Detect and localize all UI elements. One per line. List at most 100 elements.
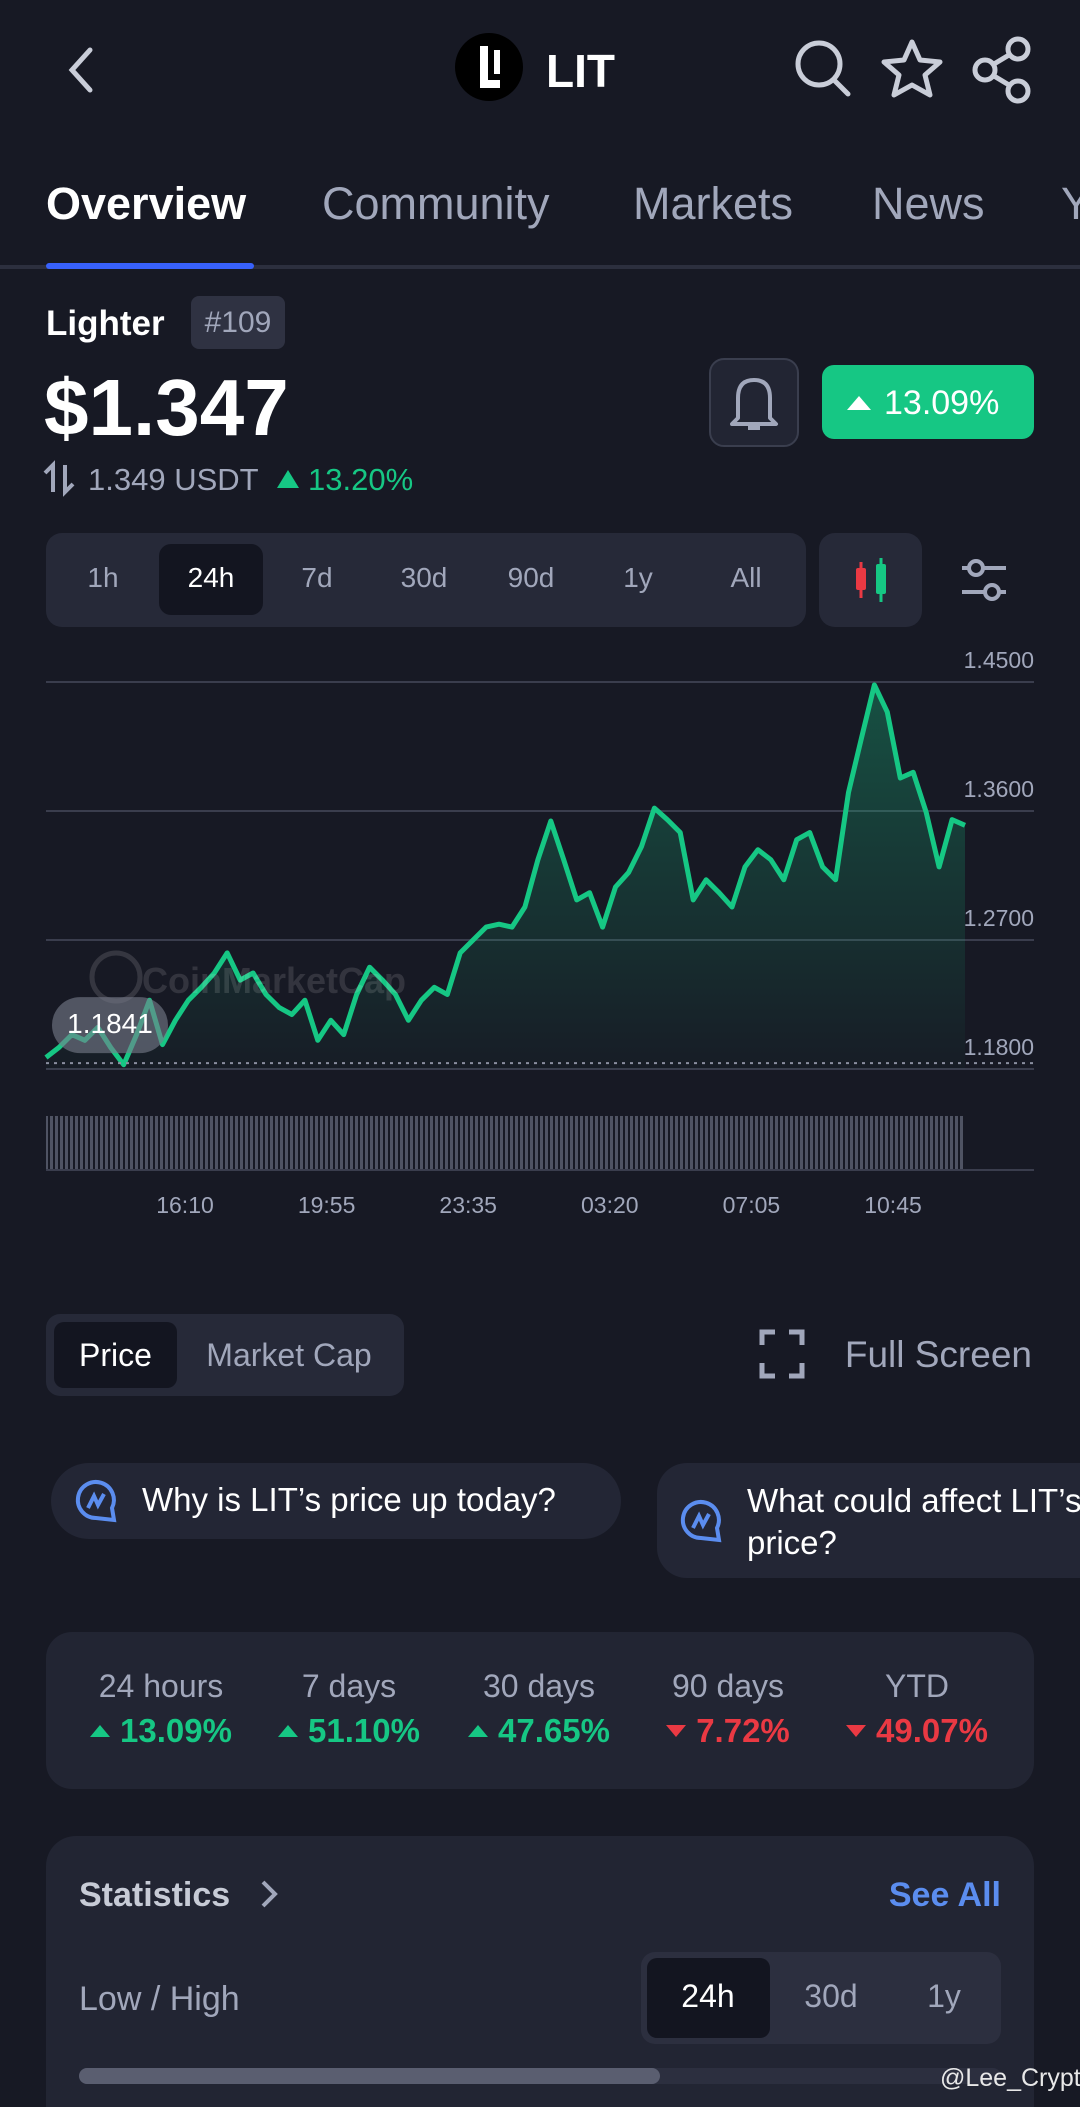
- statistics-title[interactable]: Statistics: [79, 1876, 231, 1914]
- time-range-option[interactable]: 1y: [623, 562, 653, 593]
- y-tick-label: 1.3600: [964, 776, 1034, 802]
- alert-button[interactable]: [709, 358, 799, 447]
- stats-range-option[interactable]: 1y: [927, 1978, 961, 2014]
- stats-range-option[interactable]: 24h: [681, 1978, 735, 2014]
- coin-rank: #109: [204, 306, 272, 339]
- chat-icon: [75, 1480, 117, 1523]
- price-chart: 1.1800 1.2700 1.3600 1.4500 1.1841 16:10 19:55…: [44, 647, 1034, 1218]
- tabs-divider: [0, 265, 1080, 269]
- share-button[interactable]: [972, 36, 1031, 104]
- candle-icon: [856, 558, 886, 602]
- coin-logo-mark: [480, 46, 500, 88]
- price-line: [44, 682, 967, 1068]
- tab[interactable]: Overview: [46, 178, 247, 229]
- stats-range-selected: [647, 1958, 770, 2038]
- coin-price: $1.347: [44, 363, 289, 452]
- coin-symbol: LIT: [546, 45, 615, 97]
- statistics-chevron[interactable]: [261, 1880, 278, 1908]
- question-chip[interactable]: [51, 1463, 621, 1539]
- performance-value-text: 13.09%: [120, 1712, 232, 1749]
- time-range-option[interactable]: 7d: [301, 562, 333, 593]
- time-range-option[interactable]: 90d: [507, 562, 555, 593]
- x-tick-label: 10:45: [864, 1192, 922, 1218]
- see-all-link[interactable]: See All: [888, 1876, 1001, 1914]
- toggle-option[interactable]: Market Cap: [206, 1337, 372, 1373]
- full-screen-label[interactable]: Full Screen: [844, 1334, 1032, 1375]
- performance-value-text: 49.07%: [876, 1712, 988, 1749]
- low-high-fill: [79, 2068, 660, 2084]
- triangle: [846, 1725, 867, 1737]
- tab[interactable]: Markets: [633, 178, 794, 229]
- low-high-label: Low / High: [79, 1980, 240, 2018]
- x-tick-label: 07:05: [723, 1192, 781, 1218]
- up-triangle: [90, 1725, 111, 1737]
- chart-settings-button[interactable]: [962, 559, 1006, 601]
- performance-value: 7.72%: [633, 1712, 823, 1750]
- usdt-price: 1.349 USDT: [88, 462, 259, 497]
- watchlist-button[interactable]: [881, 39, 943, 98]
- candle-button[interactable]: [819, 533, 922, 627]
- performance-card: [46, 1632, 1034, 1789]
- watermark-logo: [89, 950, 143, 1004]
- time-range-option[interactable]: All: [730, 562, 762, 593]
- back-button[interactable]: [68, 47, 93, 93]
- x-tick-label: 03:20: [581, 1192, 639, 1218]
- stats-range-option[interactable]: 30d: [804, 1978, 858, 2014]
- performance-label: 30 days: [482, 1668, 596, 1704]
- change-badge: [822, 365, 1034, 439]
- chart-watermark: CoinMarketCap: [142, 960, 407, 1001]
- tab[interactable]: Community: [322, 178, 550, 229]
- change-badge-text: 13.09%: [884, 384, 1000, 422]
- swap-icon: [43, 460, 75, 497]
- time-range-selected: [159, 544, 263, 615]
- performance-value: 13.09%: [66, 1712, 256, 1750]
- y-tick-label: 1.4500: [964, 647, 1034, 673]
- x-tick-label: 16:10: [156, 1192, 214, 1218]
- performance-label: YTD: [885, 1668, 949, 1704]
- performance-value-text: 7.72%: [696, 1712, 790, 1749]
- y-tick-label: 1.2700: [964, 905, 1034, 931]
- question-text[interactable]: Why is LIT’s price up today?: [142, 1481, 556, 1518]
- time-range-option[interactable]: 24h: [187, 562, 235, 593]
- question-text[interactable]: What could affect LIT’s price?: [747, 1482, 1080, 1561]
- performance-value: 49.07%: [822, 1712, 1012, 1750]
- volume-bars: [46, 1116, 965, 1169]
- x-axis-line: [46, 1169, 1034, 1171]
- full-screen-icon[interactable]: [759, 1329, 805, 1379]
- x-tick-label: 23:35: [439, 1192, 497, 1218]
- y-tick-label: 1.1800: [964, 1034, 1034, 1060]
- up-triangle: [468, 1725, 489, 1737]
- chat-icon: [680, 1500, 722, 1543]
- triangle: [666, 1725, 687, 1737]
- up-triangle: [278, 1725, 299, 1737]
- x-tick-label: 19:55: [298, 1192, 356, 1218]
- performance-label: 24 hours: [98, 1668, 224, 1704]
- toggle-option[interactable]: Price: [79, 1337, 152, 1373]
- performance-value: 47.65%: [444, 1712, 634, 1750]
- rank-badge: [191, 296, 285, 349]
- chart-toggle-selected: [54, 1322, 177, 1388]
- question-chip[interactable]: [657, 1463, 1080, 1578]
- time-range-option[interactable]: 1h: [87, 562, 119, 593]
- reference-bubble: [52, 997, 168, 1054]
- performance-value-text: 47.65%: [498, 1712, 610, 1749]
- performance-label: 7 days: [301, 1668, 397, 1704]
- down-triangle: [846, 1725, 867, 1737]
- performance-label: 90 days: [671, 1668, 785, 1704]
- triangle: [468, 1725, 489, 1737]
- reference-label: 1.1841: [67, 1008, 153, 1039]
- tab[interactable]: Y: [1061, 178, 1080, 229]
- search-button[interactable]: [795, 40, 851, 97]
- bell-icon: [730, 378, 778, 430]
- watermark: @Lee_Crypt: [940, 2064, 1080, 2092]
- coin-name: Lighter: [46, 304, 165, 343]
- tab[interactable]: News: [872, 178, 985, 229]
- down-triangle: [666, 1725, 687, 1737]
- triangle: [278, 1725, 299, 1737]
- price-area: [46, 684, 965, 1069]
- up-triangle: [847, 396, 871, 410]
- time-range-option[interactable]: 30d: [400, 562, 448, 593]
- coin-logo: [455, 33, 523, 101]
